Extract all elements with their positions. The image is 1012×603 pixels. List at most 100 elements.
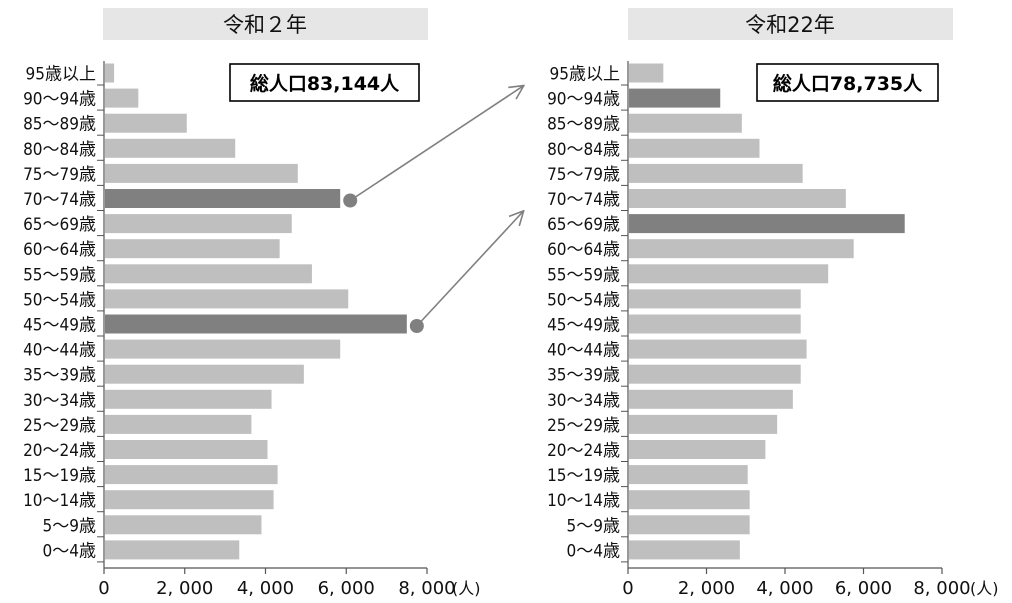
category-label: 60～64歳 <box>23 240 96 260</box>
category-label: 45～49歳 <box>547 316 620 336</box>
category-label: 10～14歳 <box>547 491 620 511</box>
bar-left-5-9 <box>105 515 262 535</box>
bar-left-20-24 <box>105 440 268 459</box>
x-tick-label: 8, 000 <box>398 578 455 599</box>
bar-left-85-89 <box>105 113 187 133</box>
category-label: 40～44歳 <box>547 341 620 361</box>
category-label: 60～64歳 <box>547 240 620 260</box>
bar-left-0-4 <box>105 540 240 560</box>
bar-right-15-19 <box>629 465 748 485</box>
bar-left-60-64 <box>105 239 280 259</box>
bar-right-70-74 <box>629 189 846 208</box>
chart-left-title: 令和２年 <box>223 13 307 37</box>
category-label: 80～84歳 <box>23 140 96 160</box>
bar-left-35-39 <box>105 364 304 384</box>
bar-left-95plus <box>105 63 115 83</box>
bar-right-40-44 <box>629 339 807 359</box>
category-label: 25～29歳 <box>23 416 96 436</box>
category-label: 75～79歳 <box>23 165 96 185</box>
cohort-arrow-dot-2 <box>409 319 424 333</box>
category-label: 5～9歳 <box>567 516 620 536</box>
category-label: 90～94歳 <box>547 90 620 110</box>
cohort-arrow-1 <box>349 86 523 202</box>
x-tick-label: 6, 000 <box>318 578 375 599</box>
x-tick-label: 2, 000 <box>678 578 735 599</box>
chart-left-x-ticks: 0 2, 000 4, 000 6, 000 8, 000 <box>98 568 456 599</box>
bar-right-95plus <box>629 63 664 83</box>
category-label: 65～69歳 <box>23 215 96 235</box>
category-label: 75～79歳 <box>547 165 620 185</box>
x-tick-label: 0 <box>98 578 109 599</box>
bar-right-80-84 <box>629 138 760 158</box>
category-label: 85～89歳 <box>547 115 620 135</box>
chart-right-x-ticks: 0 2, 000 4, 000 6, 000 8, 000 <box>622 568 971 599</box>
bar-left-10-14 <box>105 490 274 510</box>
cohort-arrow-2 <box>416 212 523 327</box>
category-label: 35～39歳 <box>547 366 620 386</box>
chart-left-total-box <box>229 63 420 102</box>
bar-left-45-49 <box>105 314 407 334</box>
category-label: 40～44歳 <box>23 341 96 361</box>
chart-left-bars <box>105 63 407 560</box>
bar-left-80-84 <box>105 138 236 158</box>
x-tick-label: 4, 000 <box>237 578 294 599</box>
bar-left-50-54 <box>105 289 349 309</box>
bar-right-85-89 <box>629 113 742 133</box>
category-label: 70～74歳 <box>23 190 96 210</box>
category-label: 85～89歳 <box>23 115 96 135</box>
bar-right-35-39 <box>629 364 801 384</box>
category-label: 50～54歳 <box>23 290 96 310</box>
chart-right-category-labels: 95歳以上 90～94歳 85～89歳 80～84歳 75～79歳 70～74歳 65～69… <box>547 65 628 563</box>
chart-right-bars <box>629 63 905 560</box>
category-label: 15～19歳 <box>23 466 96 486</box>
bar-left-65-69 <box>105 214 292 234</box>
bar-right-90-94 <box>629 88 721 108</box>
bar-right-45-49 <box>629 314 801 334</box>
category-label: 70～74歳 <box>547 190 620 210</box>
cohort-arrow-dot-1 <box>343 193 358 208</box>
category-label: 30～34歳 <box>23 391 96 411</box>
bar-left-40-44 <box>105 339 341 359</box>
chart-left-unit: (人) <box>452 579 481 598</box>
category-label: 95歳以上 <box>26 65 96 85</box>
bar-right-75-79 <box>629 163 803 183</box>
bar-left-55-59 <box>105 264 312 284</box>
bar-right-0-4 <box>629 540 740 560</box>
bar-left-15-19 <box>105 465 278 485</box>
chart-right-title-bg <box>628 8 953 40</box>
category-label: 50～54歳 <box>547 290 620 310</box>
x-tick-label: 4, 000 <box>756 578 813 599</box>
x-tick-label: 6, 000 <box>835 578 892 599</box>
category-label: 65～69歳 <box>547 215 620 235</box>
bar-right-20-24 <box>629 440 766 459</box>
category-label: 80～84歳 <box>547 140 620 160</box>
bar-right-60-64 <box>629 239 854 259</box>
category-label: 55～59歳 <box>23 265 96 285</box>
category-label: 10～14歳 <box>23 491 96 511</box>
x-tick-label: 2, 000 <box>156 578 213 599</box>
cohort-arrows <box>343 86 523 333</box>
chart-left-title-bg <box>103 8 428 40</box>
category-label: 20～24歳 <box>547 441 620 461</box>
bar-right-25-29 <box>629 414 778 434</box>
chart-right: 令和22年 95歳以上 90～94歳 85～89歳 80～84歳 75～79歳 70～74… <box>547 8 999 599</box>
chart-left-total: 総人口83,144人 <box>250 72 400 95</box>
category-label: 45～49歳 <box>23 316 96 336</box>
category-label: 95歳以上 <box>550 65 620 85</box>
chart-left: 令和２年 95歳以上 90～94歳 85～89歳 80～84歳 75～79歳 70～74歳… <box>23 8 481 599</box>
category-label: 90～94歳 <box>23 90 96 110</box>
bar-right-50-54 <box>629 289 801 309</box>
chart-right-total: 総人口78,735人 <box>773 72 923 95</box>
category-label: 30～34歳 <box>547 391 620 411</box>
category-label: 20～24歳 <box>23 441 96 461</box>
bar-right-30-34 <box>629 389 793 409</box>
bar-left-30-34 <box>105 389 272 409</box>
category-label: 25～29歳 <box>547 416 620 436</box>
bar-left-25-29 <box>105 414 252 434</box>
chart-right-title: 令和22年 <box>745 13 835 37</box>
chart-right-total-box <box>756 63 939 102</box>
x-tick-label: 8, 000 <box>913 578 970 599</box>
bar-right-55-59 <box>629 264 829 284</box>
bar-left-75-79 <box>105 163 298 183</box>
